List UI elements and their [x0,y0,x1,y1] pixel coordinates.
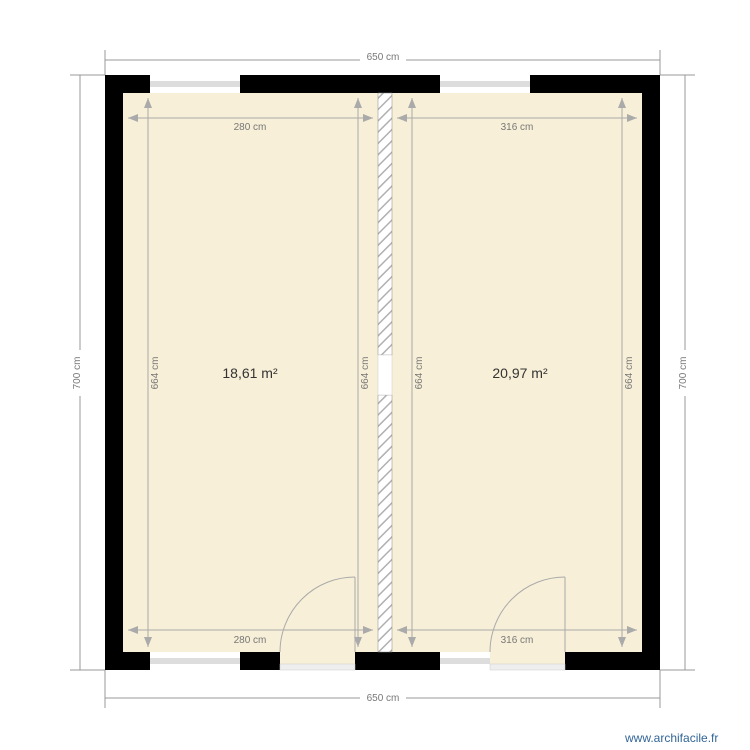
dim-right-label: 700 cm [678,357,689,390]
dim-room1-left: 664 cm [150,357,161,390]
dim-room1-bottom: 280 cm [234,635,267,646]
dim-room2-bottom: 316 cm [501,635,534,646]
dim-room1-top: 280 cm [234,122,267,133]
watermark: www.archifacile.fr [624,731,718,745]
dim-top-label: 650 cm [367,52,400,63]
dim-room1-right: 664 cm [360,357,371,390]
room2-area: 20,97 m² [492,365,548,381]
window-bottom-left [150,652,240,670]
dim-room2-left: 664 cm [414,357,425,390]
dim-bottom-label: 650 cm [367,693,400,704]
window-top-left [150,75,240,93]
dim-room2-right: 664 cm [624,357,635,390]
window-top-right [440,75,530,93]
dim-left-label: 700 cm [72,357,83,390]
floorplan-canvas: 650 cm 650 cm 700 cm 700 cm [0,0,750,750]
dim-room2-top: 316 cm [501,122,534,133]
room1-area: 18,61 m² [222,365,278,381]
partition-wall [378,93,392,652]
